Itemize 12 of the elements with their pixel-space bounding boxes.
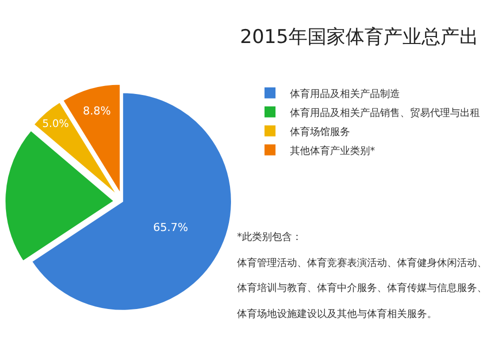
text: 体育培训与教育、体育中介服务、体育传媒与信息服务、 — [237, 282, 487, 294]
chart-title: 2015年国家体育产业总产出 — [240, 26, 478, 48]
legend-label: 体育场馆服务 — [290, 126, 350, 138]
data-label: 65.7% — [153, 220, 188, 234]
text: *此类别包含： — [237, 231, 302, 243]
legend-label: 其他体育产业类别* — [290, 144, 375, 157]
data-label: 5.0% — [42, 118, 69, 130]
data-label: 8.8% — [82, 104, 111, 118]
legend-label: 体育用品及相关产品销售、贸易代理与出租 — [290, 106, 480, 119]
text: 体育场地设施建设以及其他与体育相关服务。 — [237, 308, 437, 320]
text: 体育管理活动、体育竞赛表演活动、体育健身休闲活动、 — [237, 257, 487, 269]
legend-label: 体育用品及相关产品制造 — [290, 88, 400, 100]
